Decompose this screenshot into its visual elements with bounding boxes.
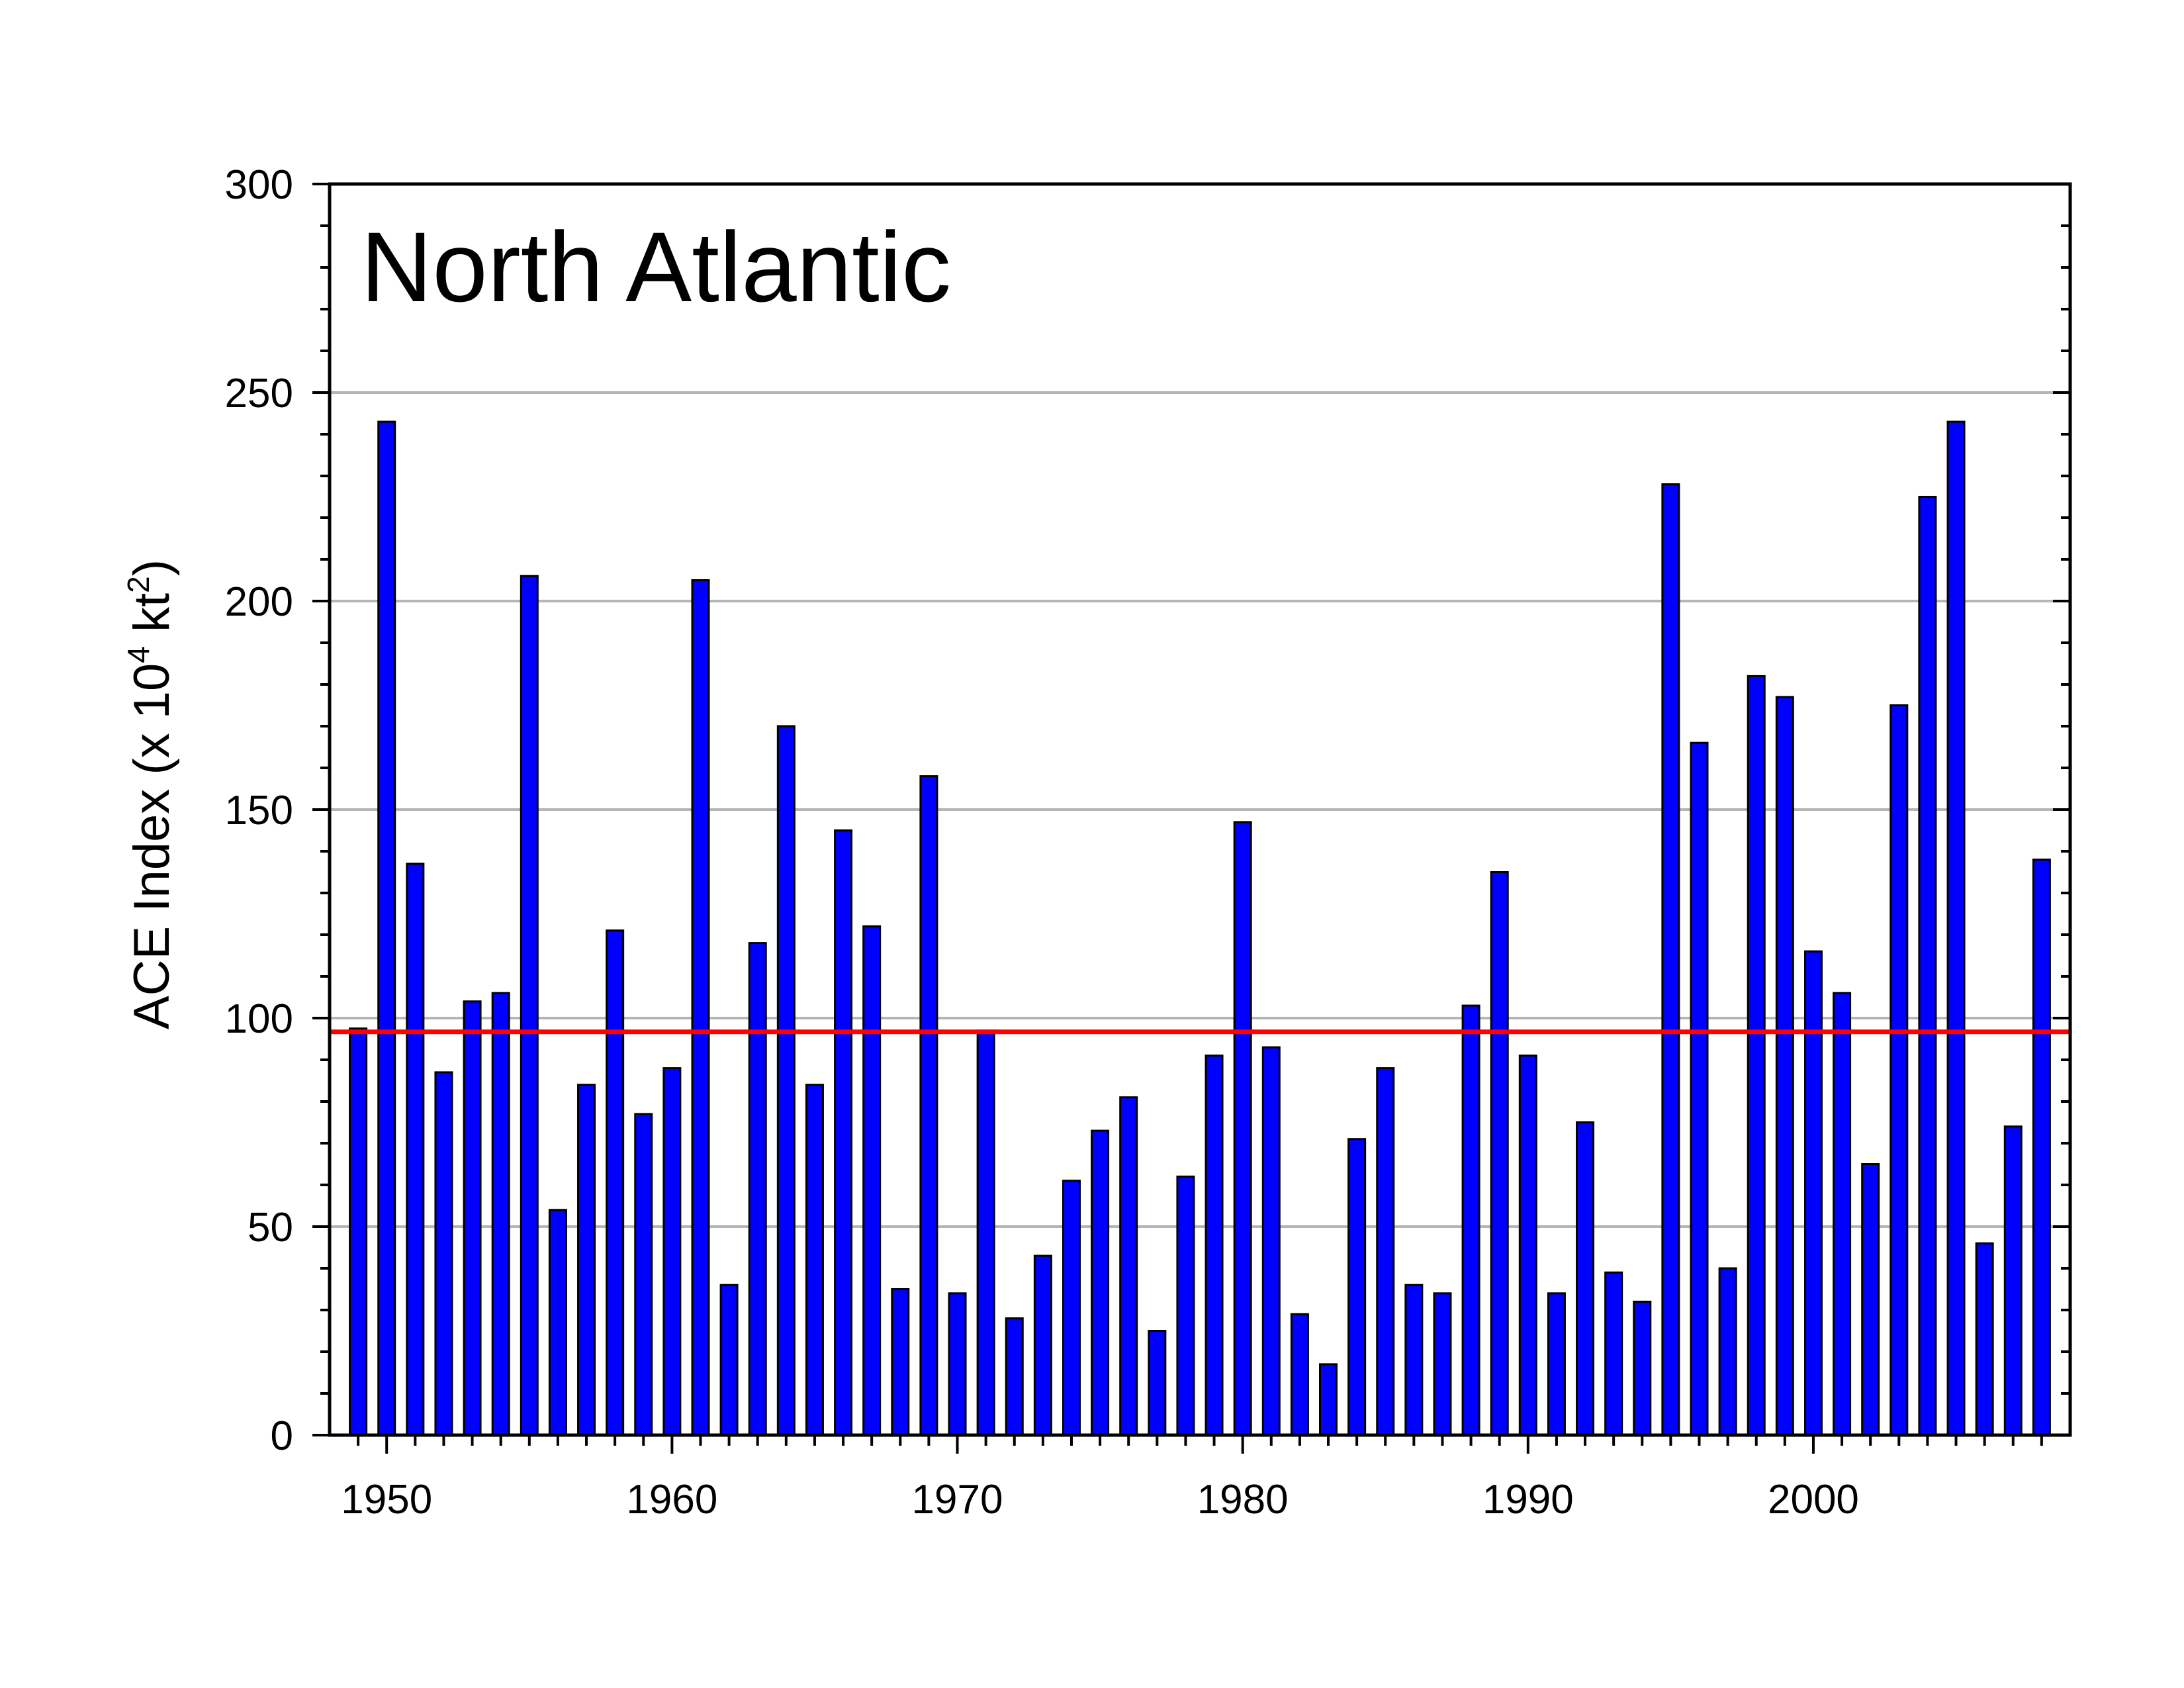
x-tick-label-1950: 1950	[341, 1477, 432, 1523]
bar-1959	[634, 1113, 653, 1436]
x-axis-ticks: 1950 1960 1970 1980 1990 2000	[341, 1435, 2043, 1523]
y-tick-label-150: 150	[225, 788, 293, 833]
y-axis-label-unit-exponent: 2	[121, 576, 156, 593]
bar-2002	[1861, 1163, 1880, 1436]
bar-1969	[919, 775, 938, 1436]
bar-1985	[1376, 1067, 1395, 1436]
bars	[349, 420, 2051, 1436]
bar-1983	[1319, 1363, 1338, 1436]
bar-1989	[1490, 871, 1509, 1436]
bar-1962	[719, 1284, 739, 1436]
bar-1987	[1433, 1292, 1452, 1436]
bar-1965	[805, 1084, 824, 1436]
bar-1996	[1690, 741, 1709, 1436]
x-tick-label-1960: 1960	[626, 1477, 717, 1523]
bar-1998	[1747, 675, 1766, 1436]
bar-1968	[891, 1288, 910, 1436]
bar-1981	[1261, 1046, 1281, 1436]
bar-1970	[948, 1292, 967, 1436]
bar-1997	[1718, 1267, 1737, 1436]
bar-1958	[606, 929, 625, 1436]
y-tick-label-200: 200	[225, 579, 293, 625]
bar-1986	[1404, 1284, 1424, 1436]
bar-1992	[1576, 1121, 1595, 1436]
y-tick-label-0: 0	[271, 1413, 293, 1459]
bar-1995	[1661, 483, 1680, 1436]
bar-1966	[834, 829, 853, 1436]
bar-1990	[1518, 1055, 1537, 1436]
bar-1971	[976, 1029, 995, 1436]
bar-1993	[1604, 1271, 1623, 1436]
bar-1973	[1033, 1254, 1052, 1436]
y-tick-label-100: 100	[225, 996, 293, 1042]
bar-1994	[1633, 1300, 1652, 1436]
bar-1960	[662, 1067, 682, 1436]
x-tick-label-1980: 1980	[1197, 1477, 1289, 1523]
bar-1978	[1176, 1175, 1195, 1436]
bar-1979	[1205, 1055, 1224, 1436]
bar-2008	[2032, 859, 2051, 1436]
bar-1977	[1148, 1330, 1167, 1436]
x-tick-label-2000: 2000	[1768, 1477, 1859, 1523]
bar-2000	[1803, 950, 1823, 1436]
y-axis-label-prefix: ACE Index (x 10	[124, 663, 180, 1029]
y-axis-label-unit: kt	[124, 593, 180, 646]
bar-2003	[1889, 704, 1909, 1436]
bar-1974	[1062, 1180, 1081, 1436]
bar-1999	[1775, 696, 1794, 1436]
bar-1954	[491, 992, 510, 1436]
bar-1963	[748, 942, 767, 1436]
bar-1961	[691, 579, 710, 1436]
bar-1984	[1347, 1138, 1367, 1436]
bar-1953	[463, 1000, 482, 1436]
chart-title: North Atlantic	[361, 211, 951, 322]
x-tick-label-1970: 1970	[912, 1477, 1003, 1523]
y-axis-ticks: 0 50 100 150 200 250 300	[225, 162, 2070, 1459]
y-tick-label-300: 300	[225, 162, 293, 208]
bar-1972	[1005, 1317, 1024, 1436]
y-tick-label-250: 250	[225, 371, 293, 416]
bar-1976	[1119, 1096, 1138, 1436]
bar-1956	[548, 1209, 567, 1436]
bar-1950	[377, 420, 396, 1436]
y-axis-label-sup-exponent: 4	[121, 646, 156, 663]
bar-2001	[1833, 992, 1852, 1436]
bar-1955	[520, 575, 539, 1436]
bar-1967	[862, 925, 882, 1436]
bar-2007	[2003, 1125, 2023, 1436]
bar-1952	[434, 1071, 453, 1436]
bar-1988	[1461, 1004, 1480, 1436]
bar-1982	[1290, 1313, 1309, 1436]
y-axis-label: ACE Index (x 104 kt2)	[121, 559, 180, 1029]
x-tick-label-1990: 1990	[1482, 1477, 1574, 1523]
y-tick-label-50: 50	[248, 1205, 293, 1250]
bar-1949	[349, 1027, 368, 1436]
y-axis-label-suffix: )	[124, 559, 180, 576]
bar-2006	[1975, 1242, 1994, 1436]
bar-1975	[1091, 1129, 1110, 1436]
bar-1951	[406, 863, 425, 1436]
bar-1980	[1233, 821, 1252, 1436]
bar-1991	[1547, 1292, 1566, 1436]
bar-2005	[1946, 420, 1966, 1436]
bar-2004	[1918, 496, 1937, 1436]
bar-1957	[577, 1084, 596, 1436]
bar-1964	[776, 725, 796, 1436]
